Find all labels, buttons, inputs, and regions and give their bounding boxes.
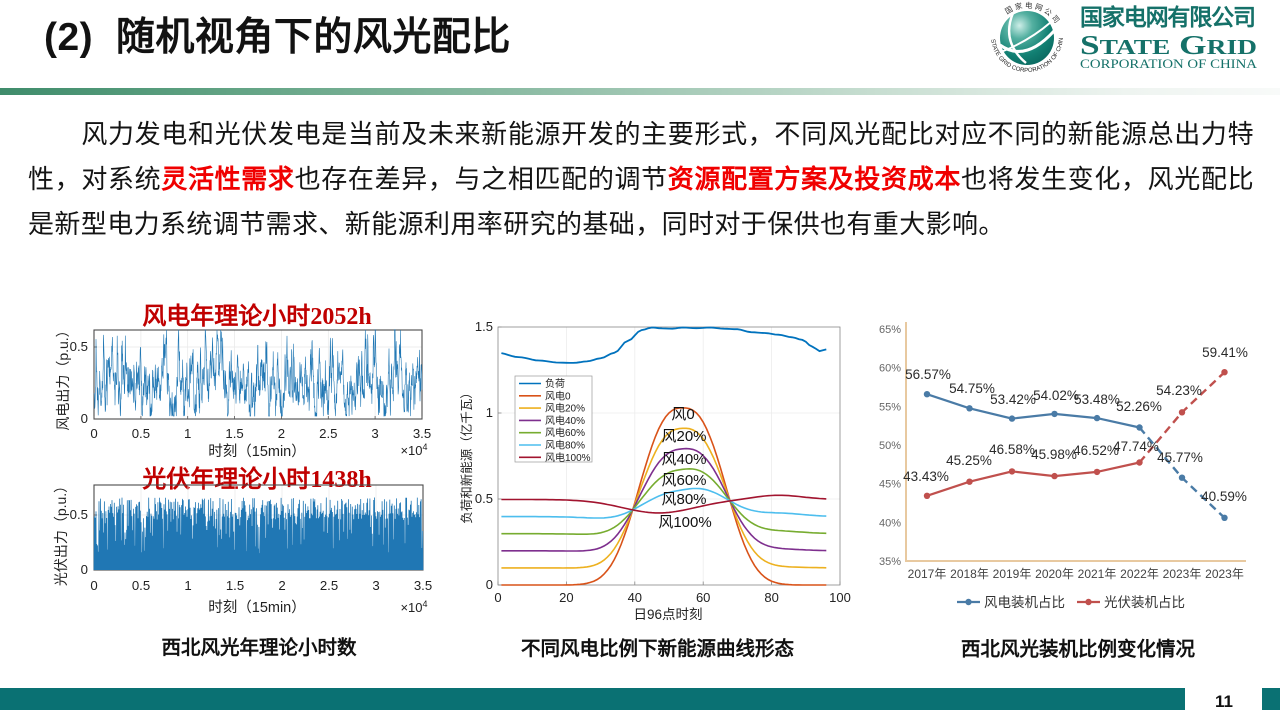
svg-text:60: 60 <box>696 590 710 605</box>
svg-text:1.5: 1.5 <box>226 578 244 593</box>
svg-text:×104: ×104 <box>400 442 427 458</box>
svg-text:55%: 55% <box>879 401 901 413</box>
svg-text:风电40%: 风电40% <box>545 414 585 427</box>
svg-text:40: 40 <box>628 590 642 605</box>
svg-text:风电20%: 风电20% <box>545 402 585 415</box>
svg-text:风电出力（p.u.）: 风电出力（p.u.） <box>55 323 71 430</box>
svg-text:0: 0 <box>486 577 493 592</box>
svg-text:风电年理论小时2052h: 风电年理论小时2052h <box>142 302 371 330</box>
svg-text:西北风光年理论小时数: 西北风光年理论小时数 <box>161 636 357 659</box>
svg-text:2023年: 2023年 <box>1163 567 1202 581</box>
svg-text:风40%: 风40% <box>661 451 706 468</box>
svg-text:53.48%: 53.48% <box>1074 392 1120 407</box>
svg-text:2: 2 <box>278 578 285 593</box>
svg-text:2: 2 <box>278 426 285 441</box>
svg-text:1.5: 1.5 <box>475 319 493 334</box>
svg-text:0: 0 <box>494 590 501 605</box>
svg-text:2022年: 2022年 <box>1120 567 1159 581</box>
svg-text:国家电网有限公司: 国家电网有限公司 <box>1080 4 1256 30</box>
svg-text:风60%: 风60% <box>661 472 706 489</box>
svg-text:2021年: 2021年 <box>1078 567 1117 581</box>
svg-text:53.42%: 53.42% <box>990 392 1036 407</box>
svg-text:45.77%: 45.77% <box>1157 450 1203 465</box>
svg-text:0.5: 0.5 <box>70 507 88 522</box>
svg-text:47.74%: 47.74% <box>1113 439 1159 454</box>
svg-text:负荷和新能源（亿千瓦）: 负荷和新能源（亿千瓦） <box>460 386 474 524</box>
svg-text:46.52%: 46.52% <box>1073 443 1119 458</box>
svg-text:0: 0 <box>90 578 97 593</box>
svg-text:不同风电比例下新能源曲线形态: 不同风电比例下新能源曲线形态 <box>521 637 795 660</box>
svg-text:20: 20 <box>559 590 573 605</box>
svg-text:1: 1 <box>184 426 191 441</box>
svg-text:0: 0 <box>81 562 88 577</box>
svg-text:时刻（15min）: 时刻（15min） <box>208 443 306 460</box>
svg-text:0: 0 <box>81 411 88 426</box>
svg-text:46.58%: 46.58% <box>989 442 1035 457</box>
svg-text:风0: 风0 <box>671 406 694 423</box>
svg-text:西北风光装机比例变化情况: 西北风光装机比例变化情况 <box>961 638 1196 661</box>
svg-text:3.5: 3.5 <box>414 578 432 593</box>
svg-text:56.57%: 56.57% <box>905 367 951 382</box>
svg-text:54.02%: 54.02% <box>1033 388 1079 403</box>
svg-text:0.5: 0.5 <box>132 426 150 441</box>
svg-text:风电80%: 风电80% <box>545 439 585 452</box>
svg-text:CORPORATION OF CHINA: CORPORATION OF CHINA <box>1080 57 1257 71</box>
svg-text:40.59%: 40.59% <box>1201 489 1247 504</box>
svg-text:45.98%: 45.98% <box>1031 447 1077 462</box>
svg-text:风电100%: 风电100% <box>545 451 591 464</box>
svg-text:2018年: 2018年 <box>950 567 989 581</box>
svg-text:45%: 45% <box>879 479 901 491</box>
svg-text:风20%: 风20% <box>661 428 706 445</box>
svg-text:100: 100 <box>829 590 851 605</box>
svg-text:3: 3 <box>372 578 379 593</box>
svg-text:2.5: 2.5 <box>319 426 337 441</box>
svg-text:2023年: 2023年 <box>1205 567 1244 581</box>
svg-text:光伏年理论小时1438h: 光伏年理论小时1438h <box>141 465 371 493</box>
svg-text:2019年: 2019年 <box>993 567 1032 581</box>
svg-text:3.5: 3.5 <box>413 426 431 441</box>
svg-text:风电0: 风电0 <box>545 389 571 402</box>
svg-text:风100%: 风100% <box>658 514 711 531</box>
svg-text:0.5: 0.5 <box>70 339 88 354</box>
svg-text:1.5: 1.5 <box>225 426 243 441</box>
svg-text:60%: 60% <box>879 363 901 375</box>
svg-text:80: 80 <box>764 590 778 605</box>
svg-text:2017年: 2017年 <box>908 567 947 581</box>
svg-text:2020年: 2020年 <box>1035 567 1074 581</box>
svg-text:STATE GRID: S TATE G RID <box>1080 30 1257 60</box>
svg-text:日96点时刻: 日96点时刻 <box>633 607 702 622</box>
svg-text:52.26%: 52.26% <box>1116 399 1162 414</box>
svg-text:50%: 50% <box>879 440 901 452</box>
svg-text:风电装机占比: 风电装机占比 <box>984 595 1065 610</box>
svg-text:65%: 65% <box>879 324 901 336</box>
svg-text:54.75%: 54.75% <box>949 381 995 396</box>
svg-text:风80%: 风80% <box>661 491 706 508</box>
svg-text:59.41%: 59.41% <box>1202 345 1248 360</box>
svg-text:1: 1 <box>486 405 493 420</box>
svg-text:×104: ×104 <box>400 599 427 615</box>
svg-text:2.5: 2.5 <box>320 578 338 593</box>
svg-text:1: 1 <box>184 578 191 593</box>
svg-text:0.5: 0.5 <box>475 491 493 506</box>
svg-text:光伏出力（p.u.）: 光伏出力（p.u.） <box>53 479 69 586</box>
svg-text:54.23%: 54.23% <box>1156 383 1202 398</box>
svg-text:45.25%: 45.25% <box>946 453 992 468</box>
svg-text:负荷: 负荷 <box>545 377 565 390</box>
svg-text:时刻（15min）: 时刻（15min） <box>208 599 306 616</box>
svg-text:光伏装机占比: 光伏装机占比 <box>1104 595 1185 610</box>
svg-text:0.5: 0.5 <box>132 578 150 593</box>
svg-text:43.43%: 43.43% <box>903 469 949 484</box>
svg-text:风电60%: 风电60% <box>545 426 585 439</box>
svg-text:40%: 40% <box>879 517 901 529</box>
svg-text:3: 3 <box>371 426 378 441</box>
svg-text:0: 0 <box>90 426 97 441</box>
svg-text:35%: 35% <box>879 556 901 568</box>
